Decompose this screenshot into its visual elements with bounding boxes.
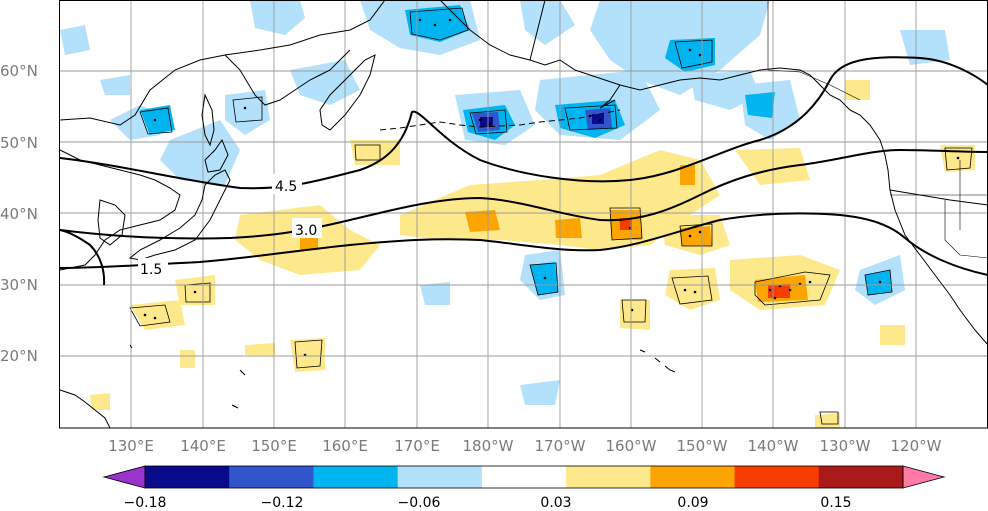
colorbar-frame (144, 465, 904, 489)
colorbar-label-neg018: −0.18 (124, 495, 167, 511)
coastlines (59, 0, 988, 428)
lon-label-160w: 160°W (606, 437, 657, 455)
colorbar-cell (818, 466, 904, 488)
lat-label-30n: 30°N (0, 276, 38, 294)
colorbar-cell (481, 466, 567, 488)
colorbar-label-015: 0.15 (820, 495, 851, 511)
borders (767, 0, 988, 259)
lon-label-120w: 120°W (891, 437, 942, 455)
contour-label-4-5: 4.5 (275, 179, 297, 195)
lon-label-130e: 130°E (108, 437, 154, 455)
lat-label-50n: 50°N (0, 134, 38, 152)
colorbar-label-neg006: −0.06 (398, 495, 441, 511)
colorbar-cells (145, 466, 904, 488)
lon-label-170w: 170°W (535, 437, 586, 455)
strong-positive-shading (620, 218, 790, 298)
colorbar-low-arrow (102, 465, 146, 489)
lon-label-130w: 130°W (820, 437, 871, 455)
latitude-labels: 60°N 50°N 40°N 30°N 20°N (0, 62, 38, 365)
lon-label-140e: 140°E (180, 437, 226, 455)
colorbar-label-009: 0.09 (677, 495, 708, 511)
lat-label-40n: 40°N (0, 205, 38, 223)
colorbar-cell (650, 466, 736, 488)
contour-1-5 (59, 212, 988, 276)
contour-3-0 (59, 148, 988, 240)
longitude-labels: 130°E 140°E 150°E 160°E 170°E 180°W 170°… (108, 437, 941, 455)
colorbar-cell (229, 466, 314, 488)
colorbar-cell (734, 466, 820, 488)
colorbar-label-neg012: −0.12 (261, 495, 304, 511)
colorbar-cell (397, 466, 483, 488)
contour-labels: 4.5 3.0 1.5 (138, 174, 322, 278)
lat-label-20n: 20°N (0, 347, 38, 365)
colorbar-cell (145, 466, 230, 488)
colorbar-cell (566, 466, 651, 488)
colorbar-cell (313, 466, 399, 488)
lon-label-150e: 150°E (251, 437, 297, 455)
colorbar-label-003: 0.03 (540, 495, 571, 511)
colorbar: −0.18 −0.12 −0.06 0.03 0.09 0.15 (102, 465, 946, 511)
map-panel (59, 0, 988, 428)
lon-label-160e: 160°E (322, 437, 368, 455)
lon-label-140w: 140°W (748, 437, 799, 455)
lon-label-170e: 170°E (394, 437, 440, 455)
contour-label-1-5: 1.5 (140, 262, 162, 278)
lon-label-150w: 150°W (677, 437, 728, 455)
colorbar-high-arrow (902, 465, 946, 489)
lon-label-180w: 180°W (463, 437, 514, 455)
contour-label-3-0: 3.0 (295, 223, 317, 239)
lat-label-60n: 60°N (0, 62, 38, 80)
